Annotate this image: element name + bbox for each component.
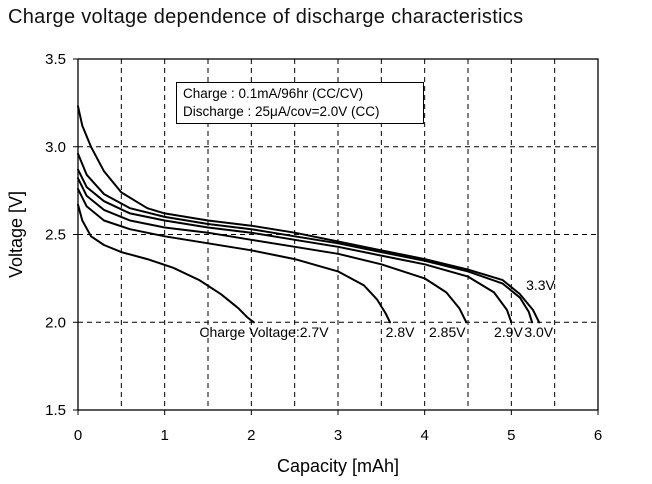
annotation-charge: Charge : 0.1mA/96hr (CC/CV): [183, 86, 364, 101]
series-line-4: [77, 168, 513, 324]
chart-title: Charge voltage dependence of discharge c…: [8, 6, 524, 28]
x-tick-label: 5: [507, 427, 515, 444]
series-label-2: 2.8V: [386, 324, 415, 340]
series-label-1: Charge Voltage:2.7V: [199, 324, 329, 340]
annotation-box: Charge : 0.1mA/96hr (CC/CV) Discharge : …: [176, 82, 424, 124]
y-axis-title: Voltage [V]: [6, 191, 26, 278]
x-tick-label: 2: [247, 427, 255, 444]
series-label-4: 2.9V: [494, 324, 523, 340]
x-axis-title: Capacity [mAh]: [277, 456, 399, 476]
annotation-discharge: Discharge : 25μA/cov=2.0V (CC): [183, 104, 380, 119]
y-tick-label: 2.0: [45, 314, 66, 331]
series-label-3: 2.85V: [429, 324, 466, 340]
y-tick-label: 2.5: [45, 227, 66, 244]
series-line-6: [77, 105, 541, 324]
series-line-2: [77, 187, 391, 324]
y-tick-label: 3.0: [45, 139, 66, 156]
series-label-6: 3.3V: [526, 277, 555, 293]
series-line-1: [77, 203, 255, 324]
series-line-5: [77, 152, 534, 324]
x-tick-label: 1: [160, 427, 168, 444]
series-line-3: [77, 177, 468, 324]
x-tick-label: 3: [334, 427, 342, 444]
series-label-5: 3.0V: [524, 324, 553, 340]
y-tick-label: 3.5: [45, 51, 66, 68]
x-tick-label: 0: [74, 427, 82, 444]
y-tick-label: 1.5: [45, 402, 66, 419]
x-tick-label: 6: [594, 427, 602, 444]
x-tick-label: 4: [420, 427, 428, 444]
